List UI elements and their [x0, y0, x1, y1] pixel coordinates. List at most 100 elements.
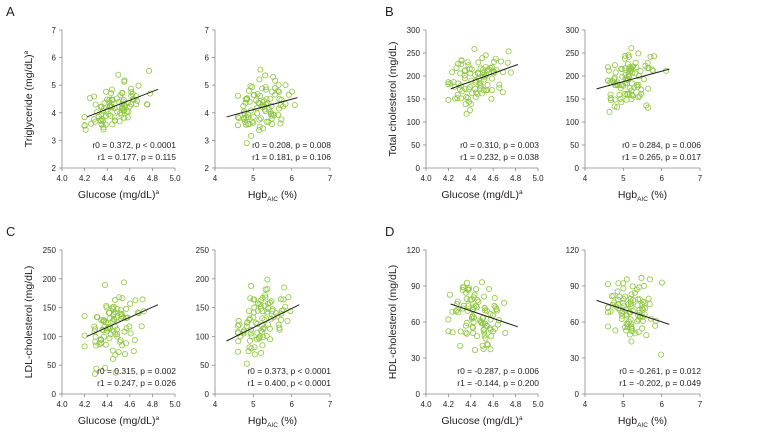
data-point — [477, 65, 484, 72]
x-tick-label: 4.2 — [443, 174, 455, 183]
data-point — [619, 73, 626, 80]
data-point — [269, 111, 276, 118]
data-point — [605, 67, 612, 74]
data-point — [632, 330, 639, 337]
data-point — [257, 93, 264, 100]
data-point — [281, 284, 288, 291]
data-point — [466, 84, 473, 91]
data-point — [103, 88, 110, 95]
data-point — [284, 317, 291, 324]
y-axis-label: LDL-cholesterol (mg/dL) — [23, 266, 35, 379]
data-point — [469, 312, 476, 319]
data-point — [236, 321, 243, 328]
data-point — [491, 294, 498, 301]
data-point — [106, 96, 113, 103]
data-point — [618, 65, 625, 72]
data-point — [100, 333, 107, 340]
data-point — [487, 346, 494, 353]
stat-annotation: r0 = 0.373, p < 0.0001 — [247, 366, 331, 376]
data-point — [466, 65, 473, 72]
data-point — [81, 114, 88, 121]
data-point — [612, 327, 619, 334]
data-point — [259, 342, 266, 349]
data-point — [618, 315, 625, 322]
y-tick-label: 90 — [570, 282, 579, 291]
data-point — [127, 300, 134, 307]
data-point — [122, 350, 129, 357]
data-point — [482, 52, 489, 59]
data-point — [106, 323, 113, 330]
data-point — [265, 300, 272, 307]
x-tick-label: 6 — [659, 400, 664, 409]
data-point — [471, 347, 478, 354]
data-point — [622, 293, 629, 300]
y-tick-label: 250 — [43, 246, 57, 255]
data-point — [91, 116, 98, 123]
regression-line — [596, 68, 670, 90]
data-point — [248, 282, 255, 289]
data-point — [275, 321, 282, 328]
data-point — [628, 291, 635, 298]
data-point — [260, 98, 267, 105]
y-tick-label: 50 — [47, 361, 56, 370]
data-point — [128, 89, 135, 96]
stat-annotation: r1 = 0.177, p = 0.115 — [98, 152, 177, 162]
x-tick-label: 4.8 — [510, 174, 522, 183]
data-point — [253, 97, 260, 104]
y-tick-label: 0 — [575, 164, 580, 173]
data-point — [469, 323, 476, 330]
data-point — [243, 360, 250, 367]
data-point — [120, 107, 127, 114]
data-point — [139, 296, 146, 303]
data-point — [110, 355, 117, 362]
data-point — [454, 298, 461, 305]
data-point — [457, 342, 464, 349]
data-point — [620, 299, 627, 306]
data-point — [464, 59, 471, 66]
data-point — [461, 72, 468, 79]
data-point — [486, 325, 493, 332]
data-point — [465, 303, 472, 310]
y-tick-label: 150 — [196, 304, 210, 313]
data-point — [626, 53, 633, 60]
data-point — [642, 62, 649, 69]
data-point — [92, 333, 99, 340]
data-point — [631, 84, 638, 91]
data-point — [138, 323, 145, 330]
data-point — [629, 307, 636, 314]
data-point — [242, 99, 249, 106]
y-tick-label: 0 — [416, 390, 421, 399]
data-point — [246, 315, 253, 322]
data-point — [606, 108, 613, 115]
data-point — [127, 330, 134, 337]
y-axis-label: Total cholesterol (mg/dL) — [387, 42, 399, 157]
data-point — [234, 322, 241, 329]
y-tick-label: 250 — [196, 246, 210, 255]
data-point — [110, 306, 117, 313]
panel-c-right-plot: 0 50 100 150 200 250 4 5 6 7 r0 = 0.373, p < 0.000… — [196, 246, 333, 429]
data-point — [457, 328, 464, 335]
x-axis-label: HgbAIC (%) — [618, 189, 667, 203]
data-point — [473, 333, 480, 340]
data-point — [282, 303, 289, 310]
panel-d-right-plot: 0 30 60 90 120 4 5 6 7 r0 = -0.261, p = 0.012 r1 =… — [566, 246, 703, 429]
stat-annotation: r0 = 0.372, p < 0.0001 — [92, 140, 176, 150]
data-point — [488, 95, 495, 102]
data-point — [260, 325, 267, 332]
panel-a-right-plot: 2 3 4 5 6 7 4 5 6 7 r0 = 0.208, p = 0.008 r1 = 0.18… — [205, 26, 333, 203]
data-point — [617, 85, 624, 92]
data-point — [490, 58, 497, 65]
stat-annotation: r1 = 0.181, p = 0.106 — [252, 152, 331, 162]
data-point — [457, 82, 464, 89]
data-point — [268, 88, 275, 95]
data-point — [88, 120, 95, 127]
y-tick-label: 90 — [411, 282, 420, 291]
data-point — [618, 82, 625, 89]
data-point — [282, 82, 289, 89]
data-point — [620, 285, 627, 292]
data-point — [478, 319, 485, 326]
data-point — [287, 308, 294, 315]
data-point — [267, 95, 274, 102]
data-point — [100, 126, 107, 133]
data-point — [481, 71, 488, 78]
